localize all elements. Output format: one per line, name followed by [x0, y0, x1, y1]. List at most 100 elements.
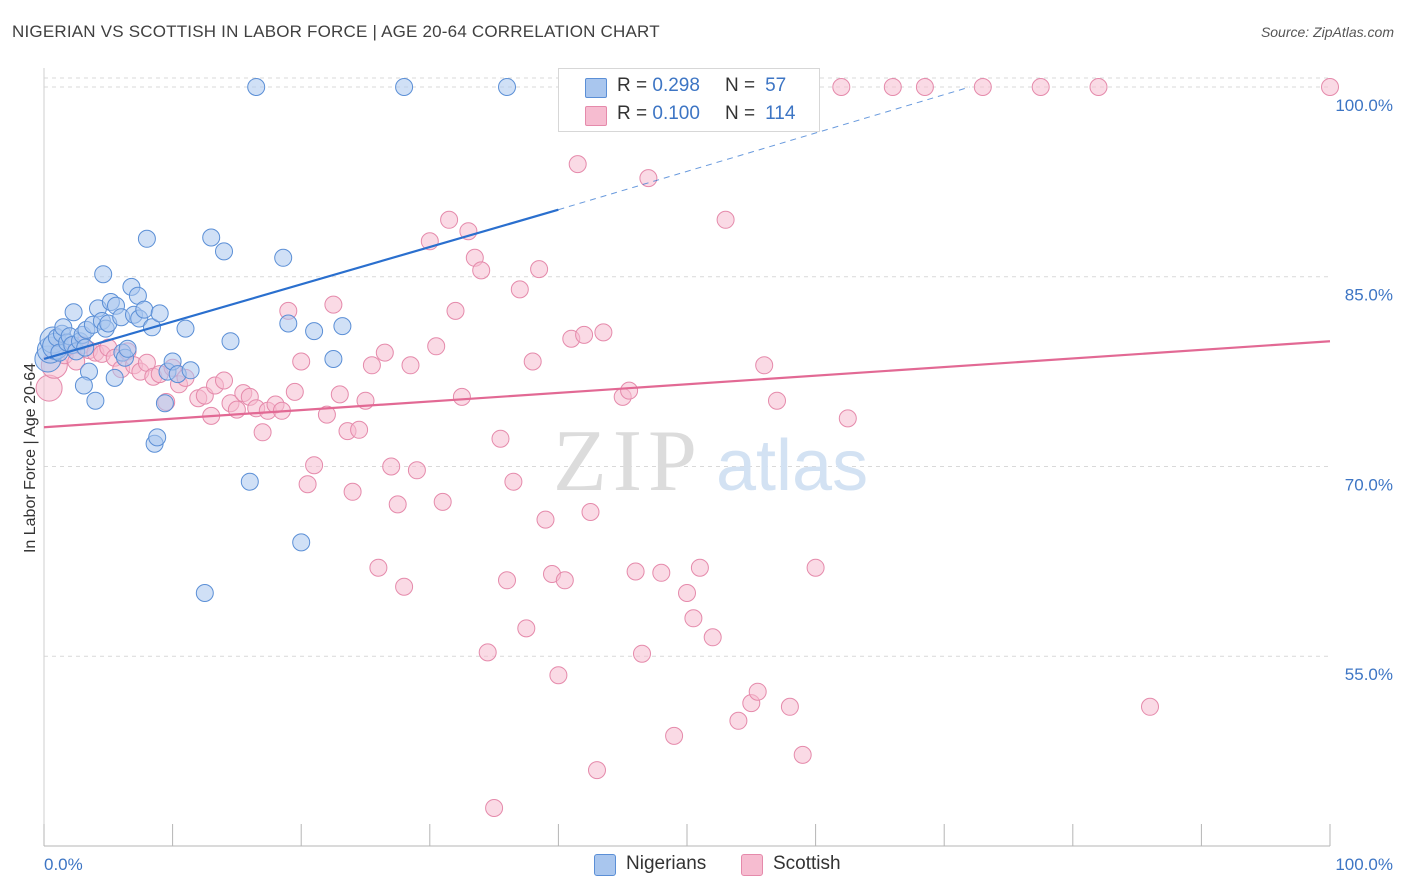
scottish-point-87: [620, 381, 639, 400]
legend-row-nigerians: R = 0.298 N = 57: [559, 73, 819, 101]
scottish-point-59: [433, 492, 452, 511]
scottish-point-53: [388, 495, 407, 514]
nigerians-point-47: [176, 319, 195, 338]
scottish-point-105: [793, 745, 812, 764]
nigerians-point-57: [247, 78, 266, 96]
scottish-point-50: [369, 558, 388, 577]
scottish-point-75: [536, 510, 555, 529]
scottish-point-51: [375, 343, 394, 362]
scottish-point-106: [806, 558, 825, 577]
trend-lines: [43, 86, 1331, 429]
scottish-point-78: [555, 571, 574, 590]
scottish-point-93: [678, 584, 696, 602]
scottish-point-54: [395, 577, 414, 596]
nigerians-point-49: [195, 584, 214, 602]
nigerians-legend-swatch: [594, 854, 616, 876]
nigerians-swatch: [585, 78, 607, 98]
scottish-point-113: [1089, 78, 1108, 96]
grid-lines: [44, 77, 1330, 657]
scottish-point-84: [594, 323, 613, 342]
scottish-point-62: [452, 387, 471, 406]
scottish-point-82: [581, 503, 600, 521]
nigerians-legend-label: Nigerians: [626, 853, 707, 874]
nigerians-trend-line: [43, 208, 559, 361]
scottish-point-65: [472, 261, 491, 280]
scottish-point-56: [407, 461, 426, 480]
scottish-point-61: [446, 301, 465, 320]
scottish-n-value: 114: [765, 103, 796, 124]
y-tick-label-100: 100.0%: [1335, 96, 1393, 115]
scottish-point-71: [510, 280, 529, 299]
scottish-point-39: [292, 352, 311, 371]
nigerians-point-32: [118, 339, 137, 358]
scottish-point-73: [523, 352, 542, 371]
nigerians-point-52: [221, 332, 240, 351]
x-tick-label-max: 100.0%: [1335, 855, 1393, 874]
scottish-point-91: [652, 563, 671, 582]
scottish-point-27: [215, 371, 233, 390]
r-label: R =: [617, 75, 653, 96]
scottish-point-67: [485, 799, 504, 817]
nigerians-point-23: [94, 265, 113, 284]
y-tick-label-70: 70.0%: [1345, 475, 1393, 494]
scottish-point-102: [755, 356, 774, 375]
nigerians-point-16: [74, 376, 93, 395]
scottish-trend-line: [43, 340, 1331, 429]
scottish-point-97: [716, 210, 735, 229]
scottish-point-107: [832, 78, 851, 96]
scottish-point-110: [915, 78, 934, 96]
scottish-point-47: [350, 420, 369, 439]
nigerians-point-41: [148, 428, 167, 447]
scottish-legend-swatch: [741, 854, 763, 876]
source-credit: Source: ZipAtlas.com: [1260, 24, 1394, 40]
scottish-point-95: [690, 558, 709, 577]
scottish-point-52: [382, 457, 401, 476]
scottish-point-0: [35, 374, 63, 402]
nigerians-r-value: 0.298: [652, 75, 700, 96]
scottish-point-33: [253, 423, 272, 442]
scottish-point-44: [330, 385, 349, 404]
scottish-point-90: [639, 169, 658, 188]
scottish-point-114: [1141, 697, 1159, 716]
scottish-point-103: [768, 391, 786, 410]
scottish-point-68: [491, 429, 510, 448]
scottish-point-92: [665, 726, 684, 745]
watermark-atlas: atlas: [716, 426, 868, 506]
nigerians-point-48: [181, 361, 200, 380]
stats-legend: R = 0.298 N = 57 R = 0.100 N = 114: [558, 68, 820, 132]
scottish-point-80: [568, 155, 587, 174]
scottish-point-58: [427, 337, 446, 356]
nigerians-point-19: [86, 391, 105, 410]
nigerians-point-55: [279, 314, 298, 333]
scottish-point-74: [530, 260, 549, 279]
nigerians-point-27: [105, 368, 124, 387]
nigerians-points: [34, 78, 516, 602]
nigerians-point-42: [150, 304, 169, 323]
n-label: N =: [725, 103, 756, 124]
nigerians-point-37: [135, 300, 154, 319]
watermark-zip: ZIP: [553, 413, 703, 510]
scottish-point-41: [305, 456, 324, 475]
scottish-point-89: [633, 644, 651, 663]
scottish-point-94: [684, 609, 703, 628]
scottish-swatch: [585, 106, 607, 126]
legend-row-scottish: R = 0.100 N = 114: [559, 101, 819, 129]
scottish-point-101: [748, 682, 767, 701]
scottish-point-60: [440, 210, 459, 229]
scottish-r-value: 0.100: [652, 103, 700, 124]
scottish-point-42: [317, 405, 336, 424]
scottish-point-38: [285, 382, 304, 401]
scottish-point-55: [401, 356, 420, 375]
scottish-point-72: [517, 619, 536, 638]
scottish-point-111: [973, 78, 992, 96]
scottish-point-81: [575, 325, 594, 344]
scottish-point-66: [478, 643, 497, 662]
nigerians-point-60: [333, 317, 352, 336]
scottish-point-83: [588, 761, 606, 780]
scottish-point-88: [626, 562, 645, 581]
scottish-point-109: [883, 78, 902, 96]
x-axis-ticks: [43, 824, 1331, 846]
scottish-point-96: [703, 628, 722, 647]
nigerians-point-53: [240, 472, 259, 491]
